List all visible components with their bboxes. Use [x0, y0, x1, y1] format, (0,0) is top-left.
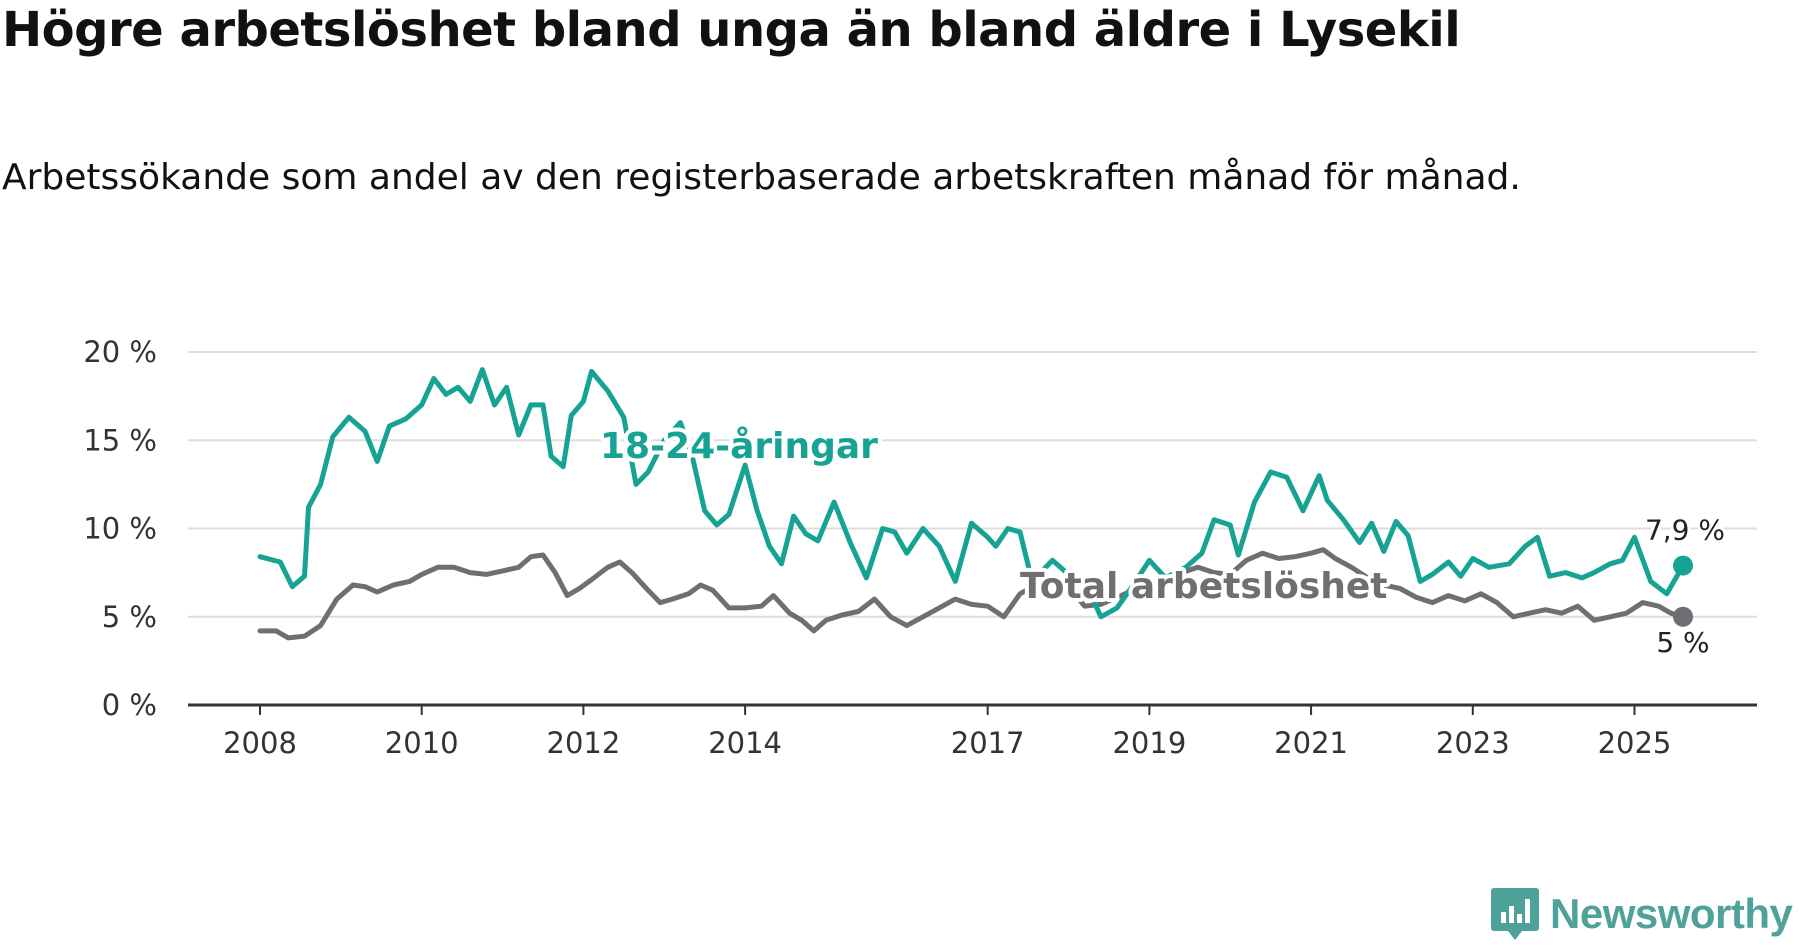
newsworthy-logo[interactable]: Newsworthy [1490, 886, 1793, 942]
series-line-youth [257, 367, 1686, 620]
end-label-total: 5 % [1656, 626, 1709, 659]
end-point-youth [1673, 555, 1693, 576]
x-tick-label: 2021 [1274, 726, 1348, 760]
y-tick-label: 15 % [83, 423, 157, 457]
x-tick-label: 2017 [951, 726, 1025, 760]
end-point-total [1673, 606, 1693, 627]
x-tick-label: 2010 [385, 726, 459, 760]
series-label-youth: 18-24-åringar [600, 426, 878, 467]
y-tick-label: 0 % [102, 688, 157, 722]
x-tick-label: 2008 [223, 726, 297, 760]
x-tick-label: 2025 [1598, 726, 1672, 760]
chart-title: Högre arbetslöshet bland unga än bland ä… [2, 2, 1461, 58]
series-line-total [257, 547, 1686, 641]
x-tick-label: 2014 [708, 726, 782, 760]
y-tick-label: 20 % [83, 335, 157, 369]
chart-subtitle: Arbetssökande som andel av den registerb… [2, 157, 1521, 198]
series-label-total: Total arbetslöshet [1020, 566, 1388, 607]
x-tick-label: 2012 [547, 726, 621, 760]
x-tick-label: 2019 [1112, 726, 1186, 760]
end-label-youth: 7,9 % [1645, 514, 1725, 547]
y-tick-label: 10 % [83, 512, 157, 546]
newsworthy-logo-icon [1491, 888, 1539, 940]
line-chart: 0 % 5 % 10 % 15 % 20 % 2008 2010 2012 2014 2017 20… [83, 335, 1757, 760]
brand-name: Newsworthy [1550, 890, 1793, 937]
y-tick-label: 5 % [102, 600, 157, 634]
x-tick-label: 2023 [1436, 726, 1510, 760]
